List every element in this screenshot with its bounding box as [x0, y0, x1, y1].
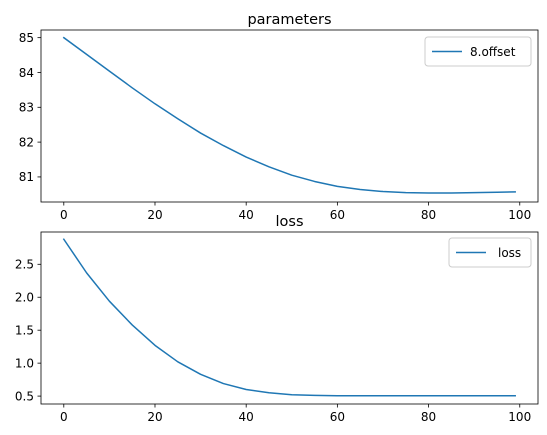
- loss-y-tick-label: 1.0: [15, 356, 34, 370]
- parameters-y-tick-label: 82: [19, 135, 34, 149]
- parameters-x-tick-label: 20: [147, 208, 162, 222]
- loss-series-line-0: [62, 238, 516, 397]
- parameters-legend-label: 8.offset: [470, 45, 516, 59]
- loss-x-tick-label: 100: [508, 410, 531, 424]
- parameters-x-tick-label: 60: [330, 208, 345, 222]
- loss-x-tick-label: 80: [421, 410, 436, 424]
- loss-x-tick-label: 0: [60, 410, 68, 424]
- parameters-legend: 8.offset: [424, 36, 532, 67]
- loss-marks: [62, 238, 516, 397]
- parameters-y-tick-label: 81: [19, 170, 34, 184]
- loss-title: loss: [275, 214, 303, 230]
- parameters-y-tick-label: 85: [19, 31, 34, 45]
- loss-y-tick-label: 0.5: [15, 389, 34, 403]
- loss-y-tick-label: 1.5: [15, 323, 34, 337]
- parameters-x-ticks: 0 20 40 60 80 100: [60, 202, 531, 222]
- parameters-x-tick-label: 40: [239, 208, 254, 222]
- parameters-axes-frame: [40, 29, 539, 203]
- parameters-marks: [62, 36, 516, 194]
- parameters-x-tick-label: 0: [60, 208, 68, 222]
- parameters-y-ticks: 81 82 83 84 85: [19, 31, 41, 184]
- loss-x-tick-label: 20: [147, 410, 162, 424]
- loss-y-tick-label: 2.5: [15, 258, 34, 272]
- loss-axes-frame: [40, 231, 539, 405]
- loss-subplot: loss 0 20 40 60 80 100 0.5 1.0 1.5 2.0 2.5 loss: [15, 214, 539, 424]
- parameters-series-line-0: [62, 36, 516, 194]
- parameters-x-tick-label: 100: [508, 208, 531, 222]
- loss-x-tick-label: 40: [239, 410, 254, 424]
- parameters-y-tick-label: 83: [19, 101, 34, 115]
- parameters-y-tick-label: 84: [19, 66, 34, 80]
- loss-x-ticks: 0 20 40 60 80 100: [60, 404, 531, 424]
- parameters-subplot: parameters 0 20 40 60 80 100 81 82 83 84 85 8.off…: [19, 12, 539, 222]
- loss-y-tick-label: 2.0: [15, 291, 34, 305]
- loss-legend-label: loss: [498, 246, 521, 260]
- parameters-title: parameters: [247, 12, 331, 28]
- loss-legend: loss: [448, 237, 532, 268]
- parameters-x-tick-label: 80: [421, 208, 436, 222]
- parameters-legend-box: [424, 36, 532, 67]
- loss-y-ticks: 0.5 1.0 1.5 2.0 2.5: [15, 258, 41, 403]
- loss-legend-box: [448, 237, 532, 268]
- loss-x-tick-label: 60: [330, 410, 345, 424]
